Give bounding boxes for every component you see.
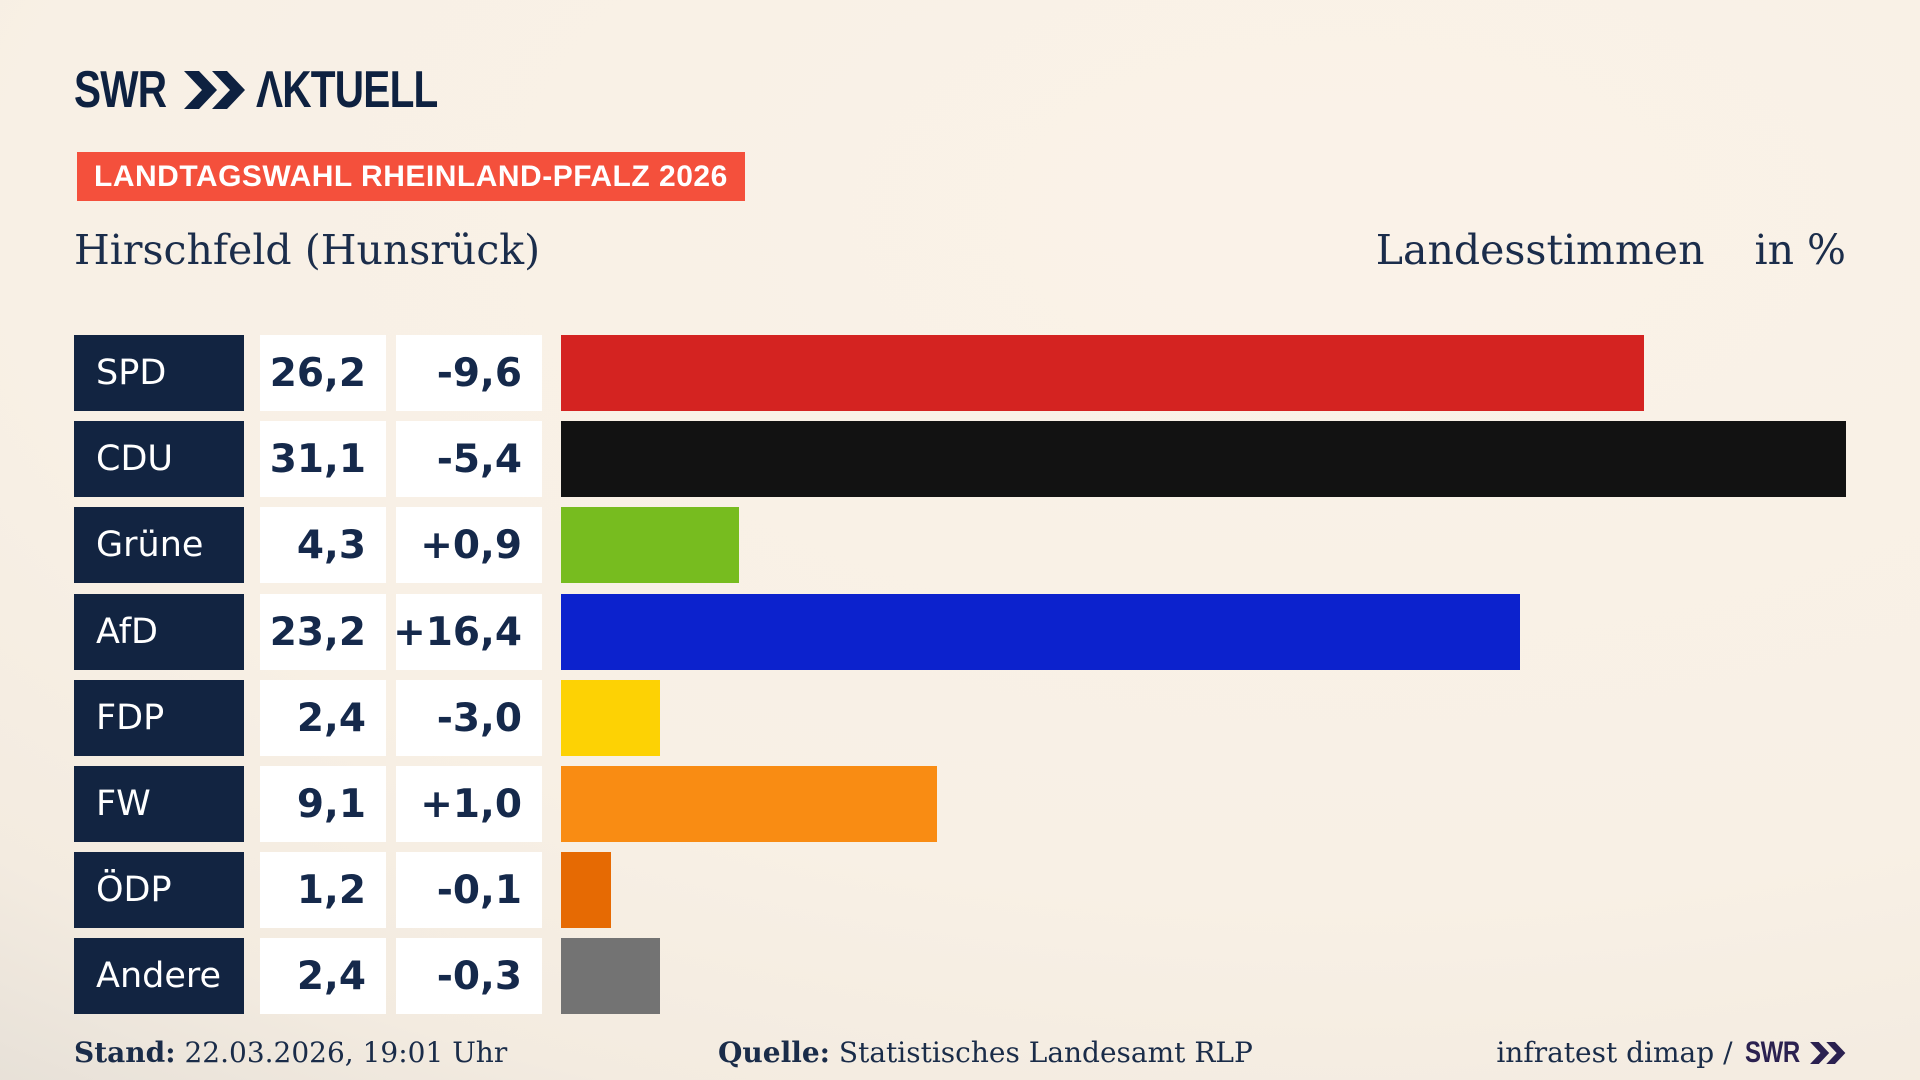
stand-timestamp: Stand: 22.03.2026, 19:01 Uhr	[74, 1036, 507, 1070]
party-change: -9,6	[396, 335, 542, 411]
stand-label: Stand:	[74, 1036, 176, 1069]
credit-text: infratest dimap /	[1496, 1036, 1733, 1069]
party-label: CDU	[74, 421, 244, 497]
logo-aktuell-text: ΛKTUELL	[256, 61, 438, 119]
swr-aktuell-logo: SWR ΛKTUELL	[74, 64, 489, 116]
party-bar	[561, 852, 611, 928]
party-label: Grüne	[74, 507, 244, 583]
party-label: FDP	[74, 680, 244, 756]
party-value: 4,3	[260, 507, 386, 583]
party-label: ÖDP	[74, 852, 244, 928]
source-note: Quelle: Statistisches Landesamt RLP	[718, 1036, 1253, 1070]
logo-swr-text: SWR	[74, 61, 167, 119]
party-change: +16,4	[393, 594, 542, 670]
party-change: -5,4	[396, 421, 542, 497]
party-bar	[561, 421, 1846, 497]
election-banner: LANDTAGSWAHL RHEINLAND-PFALZ 2026	[77, 152, 745, 201]
swr-logo-small: SWR	[1745, 1038, 1847, 1068]
party-bar	[561, 507, 739, 583]
party-label: FW	[74, 766, 244, 842]
party-value: 23,2	[260, 594, 386, 670]
quelle-label: Quelle:	[718, 1036, 830, 1069]
party-bar	[561, 938, 660, 1014]
party-value: 2,4	[260, 938, 386, 1014]
party-value: 1,2	[260, 852, 386, 928]
party-value: 9,1	[260, 766, 386, 842]
party-value: 31,1	[260, 421, 386, 497]
party-value: 26,2	[260, 335, 386, 411]
party-bar	[561, 594, 1520, 670]
party-value: 2,4	[260, 680, 386, 756]
unit-text: in %	[1754, 226, 1846, 274]
quelle-value: Statistisches Landesamt RLP	[830, 1036, 1253, 1069]
party-change: +1,0	[396, 766, 542, 842]
stand-value: 22.03.2026, 19:01 Uhr	[175, 1036, 508, 1069]
party-label: SPD	[74, 335, 244, 411]
double-chevron-icon	[1810, 1042, 1846, 1064]
double-chevron-icon	[184, 71, 246, 109]
page-title: Hirschfeld (Hunsrück)	[74, 226, 541, 274]
party-change: +0,9	[396, 507, 542, 583]
party-bar	[561, 335, 1644, 411]
chart-subtitle: Landesstimmen in %	[1376, 224, 1846, 276]
party-label: Andere	[74, 938, 244, 1014]
party-bar	[561, 680, 660, 756]
party-change: -3,0	[396, 680, 542, 756]
credit-swr-text: SWR	[1744, 1036, 1800, 1069]
party-change: -0,1	[396, 852, 542, 928]
party-label: AfD	[74, 594, 244, 670]
credit-line: infratest dimap / SWR	[1496, 1036, 1846, 1070]
party-bar	[561, 766, 937, 842]
subtitle-text: Landesstimmen	[1375, 226, 1705, 274]
party-change: -0,3	[396, 938, 542, 1014]
